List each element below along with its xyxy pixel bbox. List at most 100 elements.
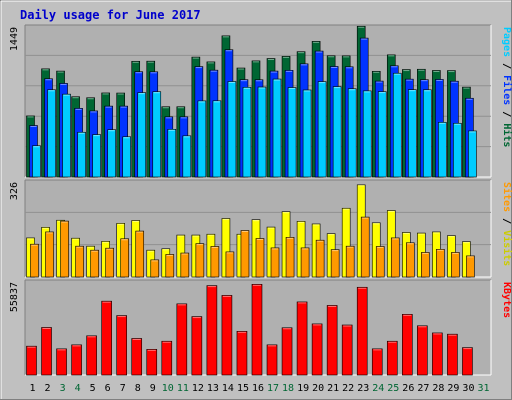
bar-kbytes-day-24 xyxy=(371,348,383,376)
bar-pages-day-10 xyxy=(167,129,177,178)
bar-kbytes-day-27 xyxy=(417,325,428,376)
x-tick-label-day-25: 25 xyxy=(387,383,399,394)
bar-sites-day-3 xyxy=(60,220,69,278)
bar-kbytes-day-30 xyxy=(462,347,473,376)
bar-pages-day-21 xyxy=(332,86,342,178)
x-tick-label-day-6: 6 xyxy=(105,383,111,394)
x-tick-label-day-19: 19 xyxy=(297,383,309,394)
y-axis-label-part: / xyxy=(501,57,512,75)
x-tick-label-day-4: 4 xyxy=(75,383,81,394)
bar-pages-day-17 xyxy=(272,78,282,178)
bar-pages-day-13 xyxy=(212,100,222,178)
x-tick-label-day-8: 8 xyxy=(135,383,141,394)
x-tick-label-day-11: 11 xyxy=(177,383,189,394)
y-axis-label-part: Files xyxy=(501,75,512,105)
bar-pages-day-18 xyxy=(287,87,297,178)
bar-pages-day-4 xyxy=(77,131,86,178)
bar-pages-day-20 xyxy=(317,81,327,178)
x-tick-label-day-21: 21 xyxy=(327,383,339,394)
bar-kbytes-day-5 xyxy=(86,335,97,376)
bar-kbytes-day-7 xyxy=(116,315,127,376)
bar-sites-day-24 xyxy=(375,246,385,278)
bar-kbytes-day-2 xyxy=(41,327,52,376)
y-max-label: 326 xyxy=(9,182,20,200)
bar-pages-day-12 xyxy=(197,100,207,178)
y-axis-label-part: KBytes xyxy=(501,282,512,318)
bar-pages-day-16 xyxy=(257,86,267,178)
bar-kbytes-day-28 xyxy=(432,332,443,376)
bar-kbytes-day-17 xyxy=(266,344,278,376)
y-axis-label-part: Visits xyxy=(501,230,512,266)
y-axis-label: Pages / Files / Hits xyxy=(501,27,512,147)
bar-sites-day-5 xyxy=(90,249,99,278)
bar-sites-day-6 xyxy=(105,247,114,278)
bar-pages-day-27 xyxy=(423,89,432,178)
bar-pages-day-3 xyxy=(62,93,71,178)
x-tick-label-day-23: 23 xyxy=(357,383,369,394)
bar-pages-day-29 xyxy=(453,122,462,178)
y-max-label: 1449 xyxy=(9,27,20,51)
bar-kbytes-day-13 xyxy=(206,285,218,376)
bar-sites-day-20 xyxy=(315,239,325,278)
bar-sites-day-29 xyxy=(451,252,460,278)
x-tick-label-day-9: 9 xyxy=(150,383,156,394)
bar-kbytes-day-11 xyxy=(176,303,188,376)
x-tick-label-day-28: 28 xyxy=(432,383,444,394)
bar-sites-day-9 xyxy=(150,259,160,278)
x-tick-label-day-22: 22 xyxy=(342,383,354,394)
x-tick-label-day-18: 18 xyxy=(282,383,294,394)
bar-sites-day-2 xyxy=(45,231,54,278)
bar-kbytes-day-12 xyxy=(191,316,203,376)
bar-sites-day-27 xyxy=(421,252,430,278)
x-tick-label-day-2: 2 xyxy=(45,383,51,394)
x-tick-label-day-3: 3 xyxy=(60,383,66,394)
bar-sites-day-4 xyxy=(75,245,84,278)
x-tick-label-day-5: 5 xyxy=(90,383,96,394)
bar-kbytes-day-4 xyxy=(71,344,82,376)
bar-sites-day-11 xyxy=(180,252,190,278)
x-tick-label-day-14: 14 xyxy=(222,383,234,394)
bar-kbytes-day-8 xyxy=(131,338,143,376)
bar-pages-day-15 xyxy=(242,87,252,178)
bar-pages-day-28 xyxy=(438,122,447,178)
y-axis-label-part: Sites xyxy=(501,182,512,212)
bar-sites-day-22 xyxy=(345,245,355,278)
chart-title: Daily usage for June 2017 xyxy=(20,8,201,22)
bar-pages-day-23 xyxy=(362,90,372,178)
bar-sites-day-16 xyxy=(255,238,265,278)
bar-kbytes-day-14 xyxy=(221,295,233,376)
bar-kbytes-day-19 xyxy=(296,301,308,376)
bar-sites-day-13 xyxy=(210,246,220,278)
bar-pages-day-30 xyxy=(468,130,477,178)
x-tick-label-day-27: 27 xyxy=(417,383,429,394)
bar-sites-day-15 xyxy=(240,230,250,278)
bar-sites-day-21 xyxy=(330,249,340,278)
bar-pages-day-19 xyxy=(302,89,312,178)
bar-sites-day-23 xyxy=(360,216,370,278)
bar-kbytes-day-22 xyxy=(341,324,353,376)
x-tick-label-day-17: 17 xyxy=(267,383,279,394)
bar-kbytes-day-20 xyxy=(311,323,323,376)
bar-pages-day-22 xyxy=(347,88,357,178)
bar-sites-day-17 xyxy=(270,247,280,278)
x-tick-label-day-31: 31 xyxy=(477,383,489,394)
bar-kbytes-day-18 xyxy=(281,327,293,376)
bar-pages-day-5 xyxy=(92,134,101,178)
y-max-label: 55837 xyxy=(9,282,20,312)
y-axis-label: KBytes xyxy=(501,282,512,318)
y-axis-label-part: Hits xyxy=(501,123,512,147)
x-tick-label-day-7: 7 xyxy=(120,383,126,394)
bar-kbytes-day-21 xyxy=(326,305,338,376)
bar-pages-day-7 xyxy=(122,136,131,178)
bar-sites-day-26 xyxy=(406,242,415,278)
bar-sites-day-30 xyxy=(466,255,475,278)
bar-kbytes-day-9 xyxy=(146,349,158,376)
bar-kbytes-day-10 xyxy=(161,340,173,376)
x-tick-label-day-30: 30 xyxy=(462,383,474,394)
y-axis-label-part: / xyxy=(501,212,512,230)
x-tick-label-day-15: 15 xyxy=(237,383,249,394)
bar-sites-day-7 xyxy=(120,238,129,278)
bar-pages-day-9 xyxy=(152,91,162,178)
bar-pages-day-2 xyxy=(47,89,56,178)
